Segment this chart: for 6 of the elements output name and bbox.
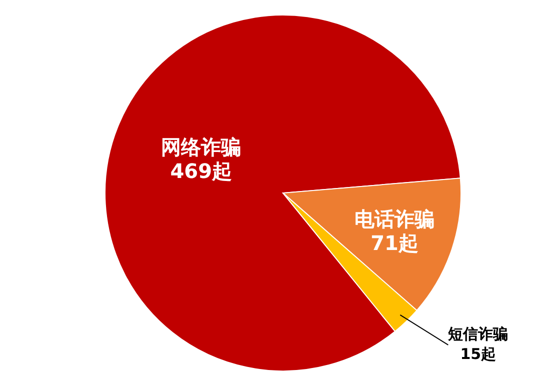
slice-label: 电话诈骗 — [354, 206, 435, 231]
data-label: 15起 — [460, 344, 496, 363]
data-label: 469起 — [170, 159, 232, 184]
data-label: 71起 — [370, 230, 418, 255]
slice-label: 网络诈骗 — [161, 135, 242, 160]
slice-label: 短信诈骗 — [447, 324, 508, 343]
